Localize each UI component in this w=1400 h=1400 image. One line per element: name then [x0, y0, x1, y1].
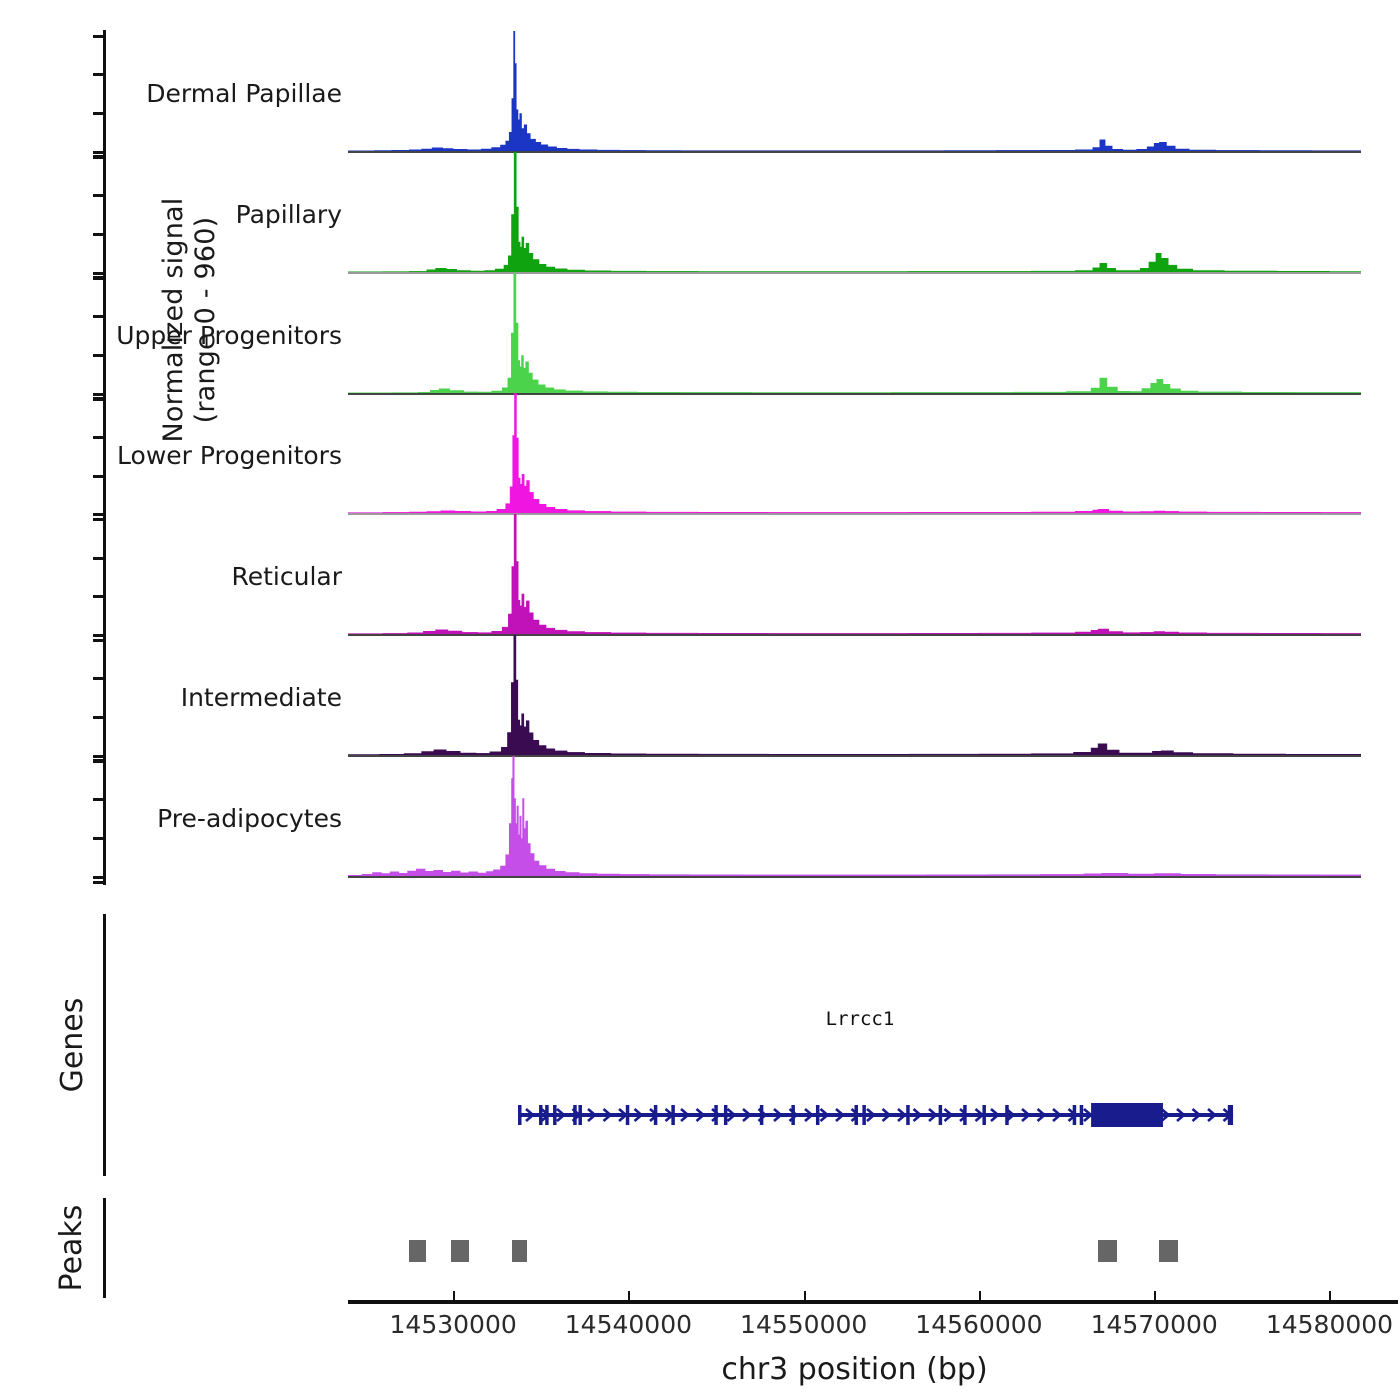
y-axis-tick: [93, 397, 104, 400]
y-axis-tick: [93, 194, 104, 197]
track-baseline: [348, 151, 1361, 153]
y-axis-tick: [93, 233, 104, 236]
y-axis-tick: [93, 315, 104, 318]
x-axis-tick-label: 14550000: [740, 1310, 868, 1339]
track-label-intermediate: Intermediate: [180, 683, 342, 712]
y-axis-tick: [93, 677, 104, 680]
y-axis-tick: [93, 876, 104, 879]
x-axis-tick-label: 14560000: [915, 1310, 1043, 1339]
x-axis-tick: [1329, 1291, 1332, 1303]
track-baseline: [348, 634, 1361, 637]
peak-box[interactable]: [1098, 1240, 1117, 1262]
gene-name-label: Lrrcc1: [825, 1008, 895, 1030]
x-axis-tick: [1154, 1291, 1157, 1303]
x-axis-tick-label: 14540000: [564, 1310, 693, 1339]
track-label-pre-adipocytes: Pre-adipocytes: [157, 803, 342, 833]
y-axis-tick: [93, 35, 104, 38]
genes-axis-spine: [103, 914, 106, 1176]
x-axis-spine: [348, 1300, 1398, 1304]
x-axis-tick: [453, 1291, 456, 1303]
y-axis-tick: [93, 151, 104, 154]
track-baseline: [348, 875, 1361, 878]
track-baseline: [348, 755, 1361, 757]
y-axis-tick: [93, 639, 104, 642]
track-baseline: [348, 513, 1361, 516]
peak-box[interactable]: [409, 1240, 426, 1262]
y-axis-tick: [93, 881, 104, 884]
peaks-axis-spine: [103, 1198, 106, 1298]
y-axis-tick: [93, 557, 104, 560]
signal-track-reticular[interactable]: [348, 514, 1361, 635]
y-axis-tick: [93, 634, 104, 637]
y-axis-tick: [93, 518, 104, 521]
track-label-dermal-papillae: Dermal Papillae: [146, 79, 342, 108]
y-axis-tick: [93, 837, 104, 840]
track-label-papillary: Papillary: [235, 199, 342, 229]
gene-model-track[interactable]: [348, 1085, 1361, 1145]
y-axis-tick: [93, 755, 104, 758]
y-axis-tick: [93, 393, 104, 396]
peak-box[interactable]: [451, 1240, 469, 1262]
y-axis-tick: [93, 155, 104, 158]
y-axis-tick: [93, 798, 104, 801]
x-axis-tick-label: 14580000: [1265, 1310, 1394, 1339]
signal-axis-spine: [103, 30, 106, 885]
y-axis-tick: [93, 112, 104, 115]
y-axis-tick: [93, 716, 104, 719]
x-axis-tick: [628, 1291, 631, 1303]
track-label-lower-progenitors: Lower Progenitors: [117, 441, 342, 471]
x-axis-tick: [978, 1291, 981, 1303]
peak-box[interactable]: [511, 1240, 527, 1262]
y-axis-tick: [93, 595, 104, 598]
track-label-reticular: Reticular: [231, 562, 342, 592]
signal-track-dermal-papillae[interactable]: [348, 31, 1361, 151]
y-axis-tick: [93, 475, 104, 478]
peaks-axis-label: Peaks: [54, 1204, 89, 1292]
y-axis-tick: [93, 354, 104, 357]
y-axis-tick: [93, 272, 104, 275]
signal-track-upper-progenitors[interactable]: [348, 272, 1361, 393]
y-axis-tick: [93, 513, 104, 516]
y-axis-tick: [93, 759, 104, 762]
y-axis-tick: [93, 276, 104, 279]
x-axis-tick-label: 14570000: [1090, 1310, 1218, 1339]
x-axis-tick-label: 14530000: [389, 1310, 517, 1339]
x-axis-label: chr3 position (bp): [721, 1352, 988, 1387]
signal-track-intermediate[interactable]: [348, 635, 1361, 755]
y-axis-tick: [93, 436, 104, 439]
track-baseline: [348, 271, 1361, 274]
signal-track-papillary[interactable]: [348, 151, 1361, 272]
x-axis-tick: [803, 1291, 806, 1303]
genes-axis-label: Genes: [55, 997, 90, 1093]
track-baseline: [348, 392, 1361, 395]
signal-track-lower-progenitors[interactable]: [348, 393, 1361, 514]
track-label-upper-progenitors: Upper Progenitors: [116, 320, 342, 350]
signal-track-pre-adipocytes[interactable]: [348, 755, 1361, 876]
y-axis-tick: [93, 73, 104, 76]
peak-box[interactable]: [1158, 1240, 1178, 1262]
